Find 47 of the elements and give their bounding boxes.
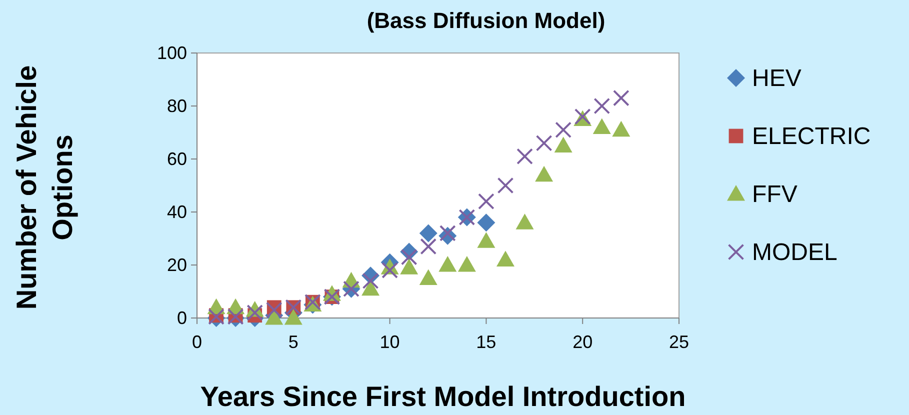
point: [419, 224, 438, 242]
point: [594, 98, 610, 114]
x-tick-label: 15: [476, 332, 496, 352]
point: [477, 232, 496, 248]
y-tick-label: 20: [166, 255, 187, 275]
point: [516, 214, 534, 230]
x-tick-label: 25: [668, 332, 690, 352]
y-tick-label: 60: [166, 149, 187, 169]
y-tick-label: 0: [176, 308, 187, 328]
point: [266, 302, 282, 318]
point: [554, 136, 572, 152]
point: [612, 90, 630, 106]
point: [535, 166, 554, 182]
y-tick-label: 80: [166, 96, 187, 116]
point: [246, 304, 264, 321]
point: [536, 134, 552, 152]
x-tick-label: 10: [380, 332, 400, 352]
y-axis-title: Number of Vehicle Options: [11, 65, 78, 310]
point: [496, 250, 514, 266]
legend-label: FFV: [752, 181, 798, 208]
point: [592, 118, 611, 134]
point: [419, 269, 438, 285]
point: [439, 225, 456, 242]
point: [478, 193, 494, 210]
point: [400, 248, 418, 266]
point: [477, 214, 496, 232]
point: [420, 238, 437, 255]
chart-title: (Bass Diffusion Model): [366, 8, 606, 33]
point: [516, 148, 533, 165]
point: [612, 120, 630, 137]
point: [458, 256, 476, 272]
x-tick-label: 0: [192, 332, 202, 352]
point: [555, 122, 572, 138]
point: [497, 177, 514, 194]
legend-label: MODEL: [752, 239, 838, 266]
point: [400, 258, 418, 274]
point: [382, 262, 398, 278]
point: [362, 272, 379, 290]
x-tick-label: 20: [572, 332, 593, 352]
y-tick-label: 40: [166, 202, 187, 222]
point: [284, 309, 302, 325]
x-axis-title: Years Since First Model Introduction: [200, 381, 686, 412]
x-tick-label: 5: [288, 332, 298, 352]
legend-label: HEV: [752, 65, 802, 92]
legend-label: ELECTRIC: [752, 123, 871, 150]
y-tick-label: 100: [156, 43, 187, 63]
point: [438, 256, 457, 272]
